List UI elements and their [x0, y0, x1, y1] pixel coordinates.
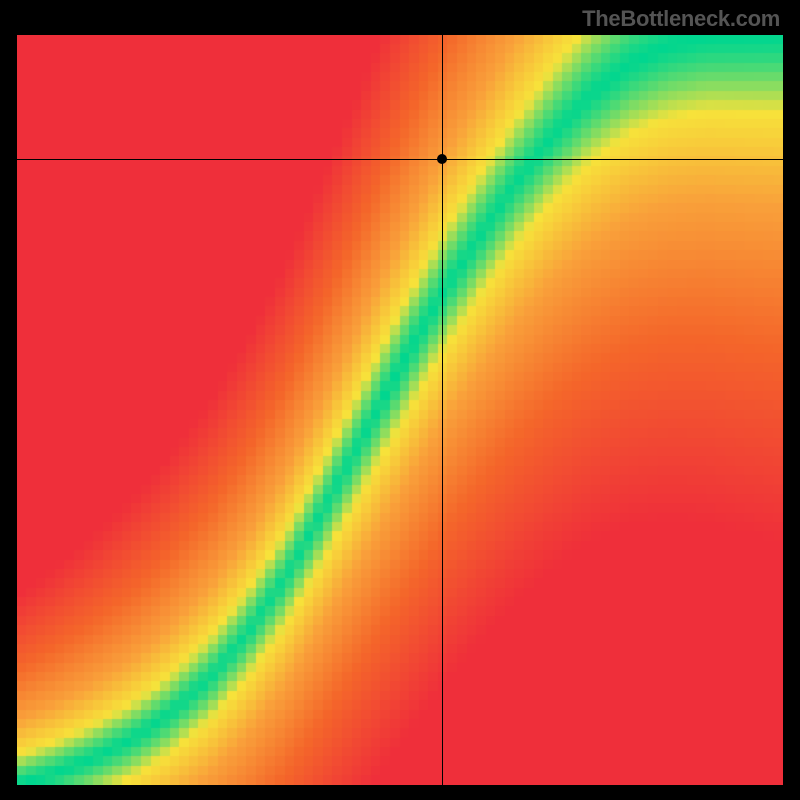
heatmap-canvas: [17, 35, 783, 785]
crosshair-marker: [437, 154, 447, 164]
crosshair-horizontal: [17, 159, 783, 160]
crosshair-vertical: [442, 35, 443, 785]
chart-container: TheBottleneck.com: [0, 0, 800, 800]
heatmap-plot: [17, 35, 783, 785]
watermark-text: TheBottleneck.com: [582, 6, 780, 32]
